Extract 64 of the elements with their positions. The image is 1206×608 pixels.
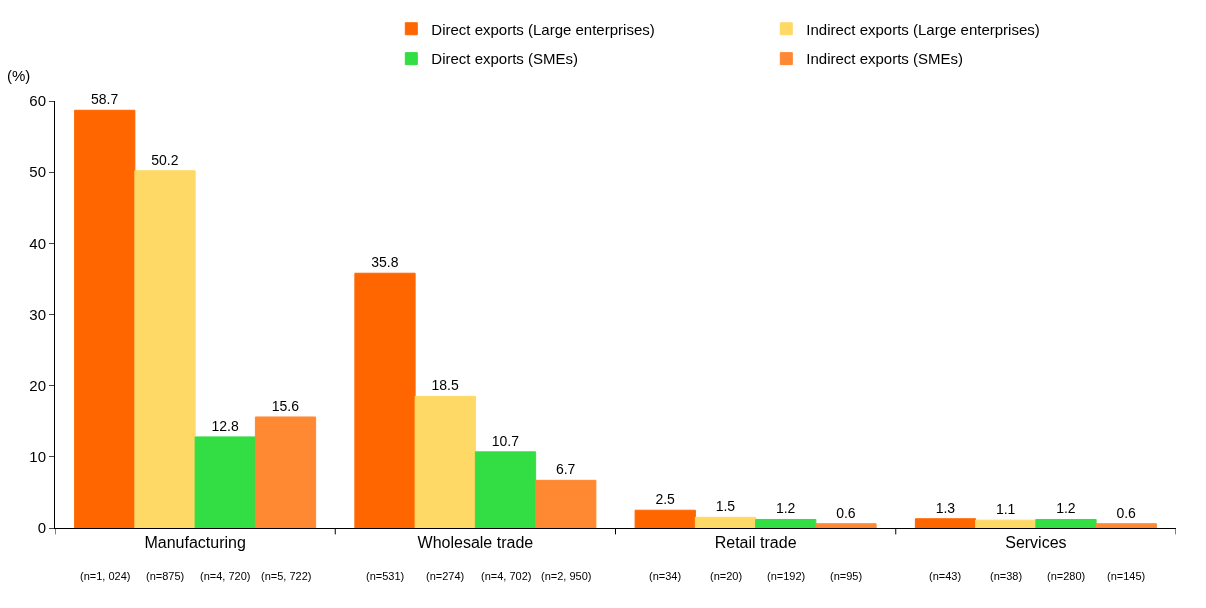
x-tick-label: Services (1005, 534, 1067, 552)
data-label: 2.5 (655, 491, 676, 508)
y-tick-label: 30 (29, 305, 46, 323)
data-label: 1.2 (1056, 500, 1076, 517)
bar (914, 518, 977, 528)
legend-label: Direct exports (SMEs) (431, 50, 578, 68)
data-label: 1.3 (935, 499, 956, 516)
bar (134, 170, 196, 528)
bar (1095, 523, 1157, 528)
bar (694, 516, 757, 528)
bar (254, 416, 317, 528)
legend-label: Indirect exports (SMEs) (806, 50, 964, 68)
text: (n=43) (929, 570, 962, 582)
y-tick-label: 0 (37, 519, 46, 537)
bar (354, 272, 416, 528)
x-tick-label: Retail trade (714, 534, 797, 552)
data-label: 0.6 (836, 504, 856, 521)
text: (n=95) (830, 570, 863, 582)
data-label: 18.5 (431, 377, 459, 394)
bar (755, 518, 817, 528)
bar (975, 519, 1037, 528)
bar (634, 509, 696, 528)
text: (n=2, 950) (541, 570, 592, 582)
y-tick-label: 60 (29, 92, 46, 110)
data-label: 58.7 (91, 91, 119, 108)
bar (74, 109, 136, 528)
y-tick-label: 10 (29, 448, 46, 466)
text: (n=875) (146, 570, 185, 582)
text: (n=1, 024) (80, 570, 131, 582)
x-tick-label: Manufacturing (144, 534, 246, 552)
text: (n=4, 720) (200, 570, 251, 582)
text: (n=38) (990, 570, 1023, 582)
bar (815, 523, 877, 528)
data-label: 0.6 (1116, 504, 1137, 521)
y-tick-label: 40 (29, 234, 46, 252)
legend-label: Direct exports (Large enterprises) (431, 20, 655, 38)
data-label: 10.7 (491, 432, 520, 449)
data-label: 15.6 (271, 397, 300, 414)
text: (n=192) (767, 570, 806, 582)
data-label: 50.2 (151, 151, 179, 168)
data-label: 6.7 (555, 461, 576, 478)
data-label: 12.8 (211, 417, 239, 434)
text: (n=5, 722) (261, 570, 312, 582)
bar (535, 479, 597, 528)
text: (n=34) (649, 570, 682, 582)
legend-label: Indirect exports (Large enterprises) (806, 20, 1040, 38)
y-tick-label: 50 (29, 163, 46, 181)
data-label: 1.5 (715, 498, 736, 515)
bar (414, 395, 476, 528)
y-tick-label: 20 (29, 376, 46, 394)
x-tick-label: Wholesale trade (417, 534, 534, 552)
bar (194, 436, 256, 528)
data-label: 35.8 (371, 254, 399, 271)
text: (n=531) (366, 570, 405, 582)
text: (n=280) (1047, 570, 1086, 582)
data-label: 1.2 (775, 500, 796, 517)
y-axis-title: (%) (7, 67, 31, 84)
bar (474, 451, 537, 528)
text: (n=20) (710, 570, 743, 582)
data-label: 1.1 (995, 501, 1016, 518)
bar (1035, 518, 1097, 528)
text: (n=145) (1107, 570, 1146, 582)
text: (n=274) (426, 570, 465, 582)
text: (n=4, 702) (481, 570, 532, 582)
